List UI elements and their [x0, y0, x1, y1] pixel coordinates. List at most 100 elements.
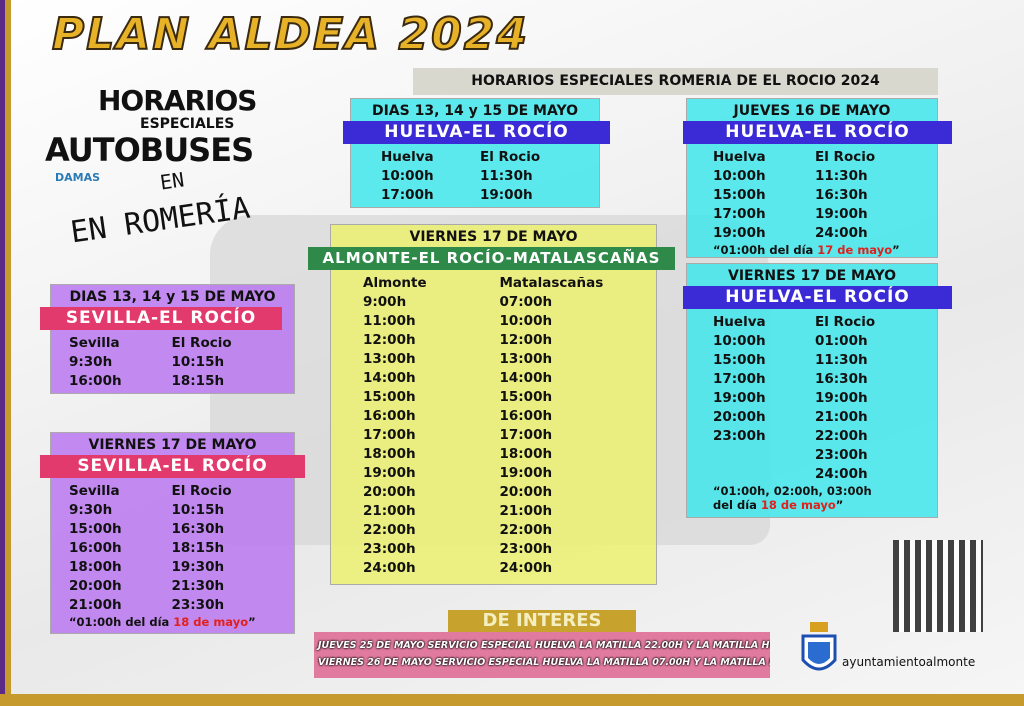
departure-time: 18:00h [69, 559, 122, 575]
arrival-time: 10:00h [499, 313, 553, 329]
departure-time: 17:00h [713, 371, 766, 387]
time-row: 10:00h 01:00h [713, 332, 917, 351]
departure-time: 23:00h [363, 541, 416, 557]
arrival-time: 12:00h [499, 332, 553, 348]
departure-time: 9:00h [363, 294, 407, 310]
time-row: 11:00h 10:00h [363, 312, 636, 331]
de-interes-box: JUEVES 25 DE MAYO SERVICIO ESPECIAL HUEL… [314, 632, 770, 678]
logo-especiales: ESPECIALES [140, 116, 235, 132]
arrival-time: 24:00h [815, 225, 868, 241]
time-row: 16:00h 18:15h [69, 372, 274, 391]
schedule-date: JUEVES 16 DE MAYO [733, 103, 891, 119]
departure-time: 22:00h [363, 522, 416, 538]
departure-time: 17:00h [363, 427, 416, 443]
time-row: 15:00h 11:30h [713, 351, 917, 370]
note-date: 17 de mayo [817, 243, 893, 257]
departure-time: 10:00h [713, 333, 766, 349]
interes-line: JUEVES 25 DE MAYO SERVICIO ESPECIAL HUEL… [318, 640, 770, 651]
departure-time: 9:30h [69, 354, 113, 370]
departure-time: 20:00h [363, 484, 416, 500]
departure-time: 20:00h [69, 578, 122, 594]
departure-time: 15:00h [363, 389, 416, 405]
time-row: 18:00h 18:00h [363, 445, 636, 464]
time-row: 10:00h 11:30h [381, 167, 579, 186]
arrival-time: 14:00h [499, 370, 553, 386]
note-text: “01:00h, 02:00h, 03:00h [713, 484, 872, 498]
time-row: 15:00h 16:30h [69, 520, 274, 539]
arrival-time: 19:00h [499, 465, 553, 481]
departure-time: 17:00h [713, 206, 766, 222]
col-destination: El Rocio [815, 314, 876, 330]
departure-time: 9:30h [69, 502, 113, 518]
time-row: 23:00h 23:00h [363, 540, 636, 559]
time-row: 18:00h 19:30h [69, 558, 274, 577]
arrival-time: 19:00h [480, 187, 533, 203]
time-row: 20:00h 20:00h [363, 483, 636, 502]
schedule-date: DIAS 13, 14 y 15 DE MAYO [69, 289, 276, 305]
time-row: 15:00h 16:30h [713, 186, 917, 205]
schedule-note: “01:00h del día 18 de mayo” [69, 615, 274, 629]
arrival-time: 11:30h [480, 168, 533, 184]
departure-time: 16:00h [69, 540, 122, 556]
arrival-time: 23:00h [815, 447, 868, 463]
departure-time: 16:00h [363, 408, 416, 424]
time-row: 20:00h 21:30h [69, 577, 274, 596]
departure-time: 15:00h [713, 352, 766, 368]
arrival-time: 16:30h [815, 187, 868, 203]
time-row: 9:30h 10:15h [69, 353, 274, 372]
col-origin: Sevilla [69, 483, 120, 499]
departure-time: 14:00h [363, 370, 416, 386]
col-destination: El Rocio [815, 149, 876, 165]
note-date: 18 de mayo [760, 498, 836, 512]
de-interes-title: DE INTERES [448, 610, 636, 632]
arrival-time: 22:00h [815, 428, 868, 444]
route-band: HUELVA-EL ROCÍO [343, 121, 610, 144]
time-row: 19:00h 19:00h [713, 389, 917, 408]
schedule-huelva-13-15: DIAS 13, 14 y 15 DE MAYO Huelva El Rocio 10… [350, 98, 600, 208]
poster-title: PLAN ALDEA 2024 [51, 9, 529, 61]
arrival-time: 16:30h [815, 371, 868, 387]
departure-time: 16:00h [69, 373, 122, 389]
arrival-time: 01:00h [815, 333, 868, 349]
time-row: 21:00h 23:30h [69, 596, 274, 615]
qr-code[interactable] [893, 540, 983, 632]
time-row: 24:00h [713, 465, 917, 484]
arrival-time: 22:00h [499, 522, 553, 538]
time-row: 17:00h 19:00h [381, 186, 579, 205]
departure-time: 10:00h [381, 168, 434, 184]
schedule-date: VIERNES 17 DE MAYO [88, 437, 257, 453]
departure-time: 11:00h [363, 313, 416, 329]
time-row: 17:00h 16:30h [713, 370, 917, 389]
time-row: 12:00h 12:00h [363, 331, 636, 350]
departure-time: 15:00h [69, 521, 122, 537]
note-text: del día [713, 498, 761, 512]
arrival-time: 18:00h [499, 446, 553, 462]
route-band: SEVILLA-EL ROCÍO [40, 455, 305, 478]
note-text: “01:00h del día [69, 615, 174, 629]
arrival-time: 07:00h [499, 294, 553, 310]
time-row: 24:00h 24:00h [363, 559, 636, 578]
arrival-time: 20:00h [499, 484, 553, 500]
col-destination: El Rocio [171, 335, 232, 351]
arrival-time: 10:15h [171, 354, 225, 370]
note-text: ” [892, 243, 900, 257]
departure-time: 12:00h [363, 332, 416, 348]
left-border [0, 0, 5, 706]
interes-line: VIERNES 26 DE MAYO SERVICIO ESPECIAL HUE… [318, 657, 770, 668]
route-band: HUELVA-EL ROCÍO [683, 286, 952, 309]
time-row: 19:00h 19:00h [363, 464, 636, 483]
time-row: 22:00h 22:00h [363, 521, 636, 540]
schedule-note: “01:00h, 02:00h, 03:00h del día 18 de may… [713, 484, 917, 512]
col-origin: Sevilla [69, 335, 120, 351]
route-band: HUELVA-EL ROCÍO [683, 121, 952, 144]
arrival-time: 19:00h [815, 206, 868, 222]
time-row: 23:00h [713, 446, 917, 465]
departure-time: 23:00h [713, 428, 766, 444]
column-headers: Almonte Matalascañas [363, 274, 636, 293]
schedule-date: DIAS 13, 14 y 15 DE MAYO [371, 103, 579, 119]
banner: HORARIOS ESPECIALES ROMERIA DE EL ROCIO … [413, 68, 938, 95]
note-text: “01:00h del día [713, 243, 818, 257]
logo-en: EN [158, 167, 186, 195]
column-headers: Huelva El Rocio [381, 148, 579, 167]
arrival-time: 21:00h [815, 409, 868, 425]
